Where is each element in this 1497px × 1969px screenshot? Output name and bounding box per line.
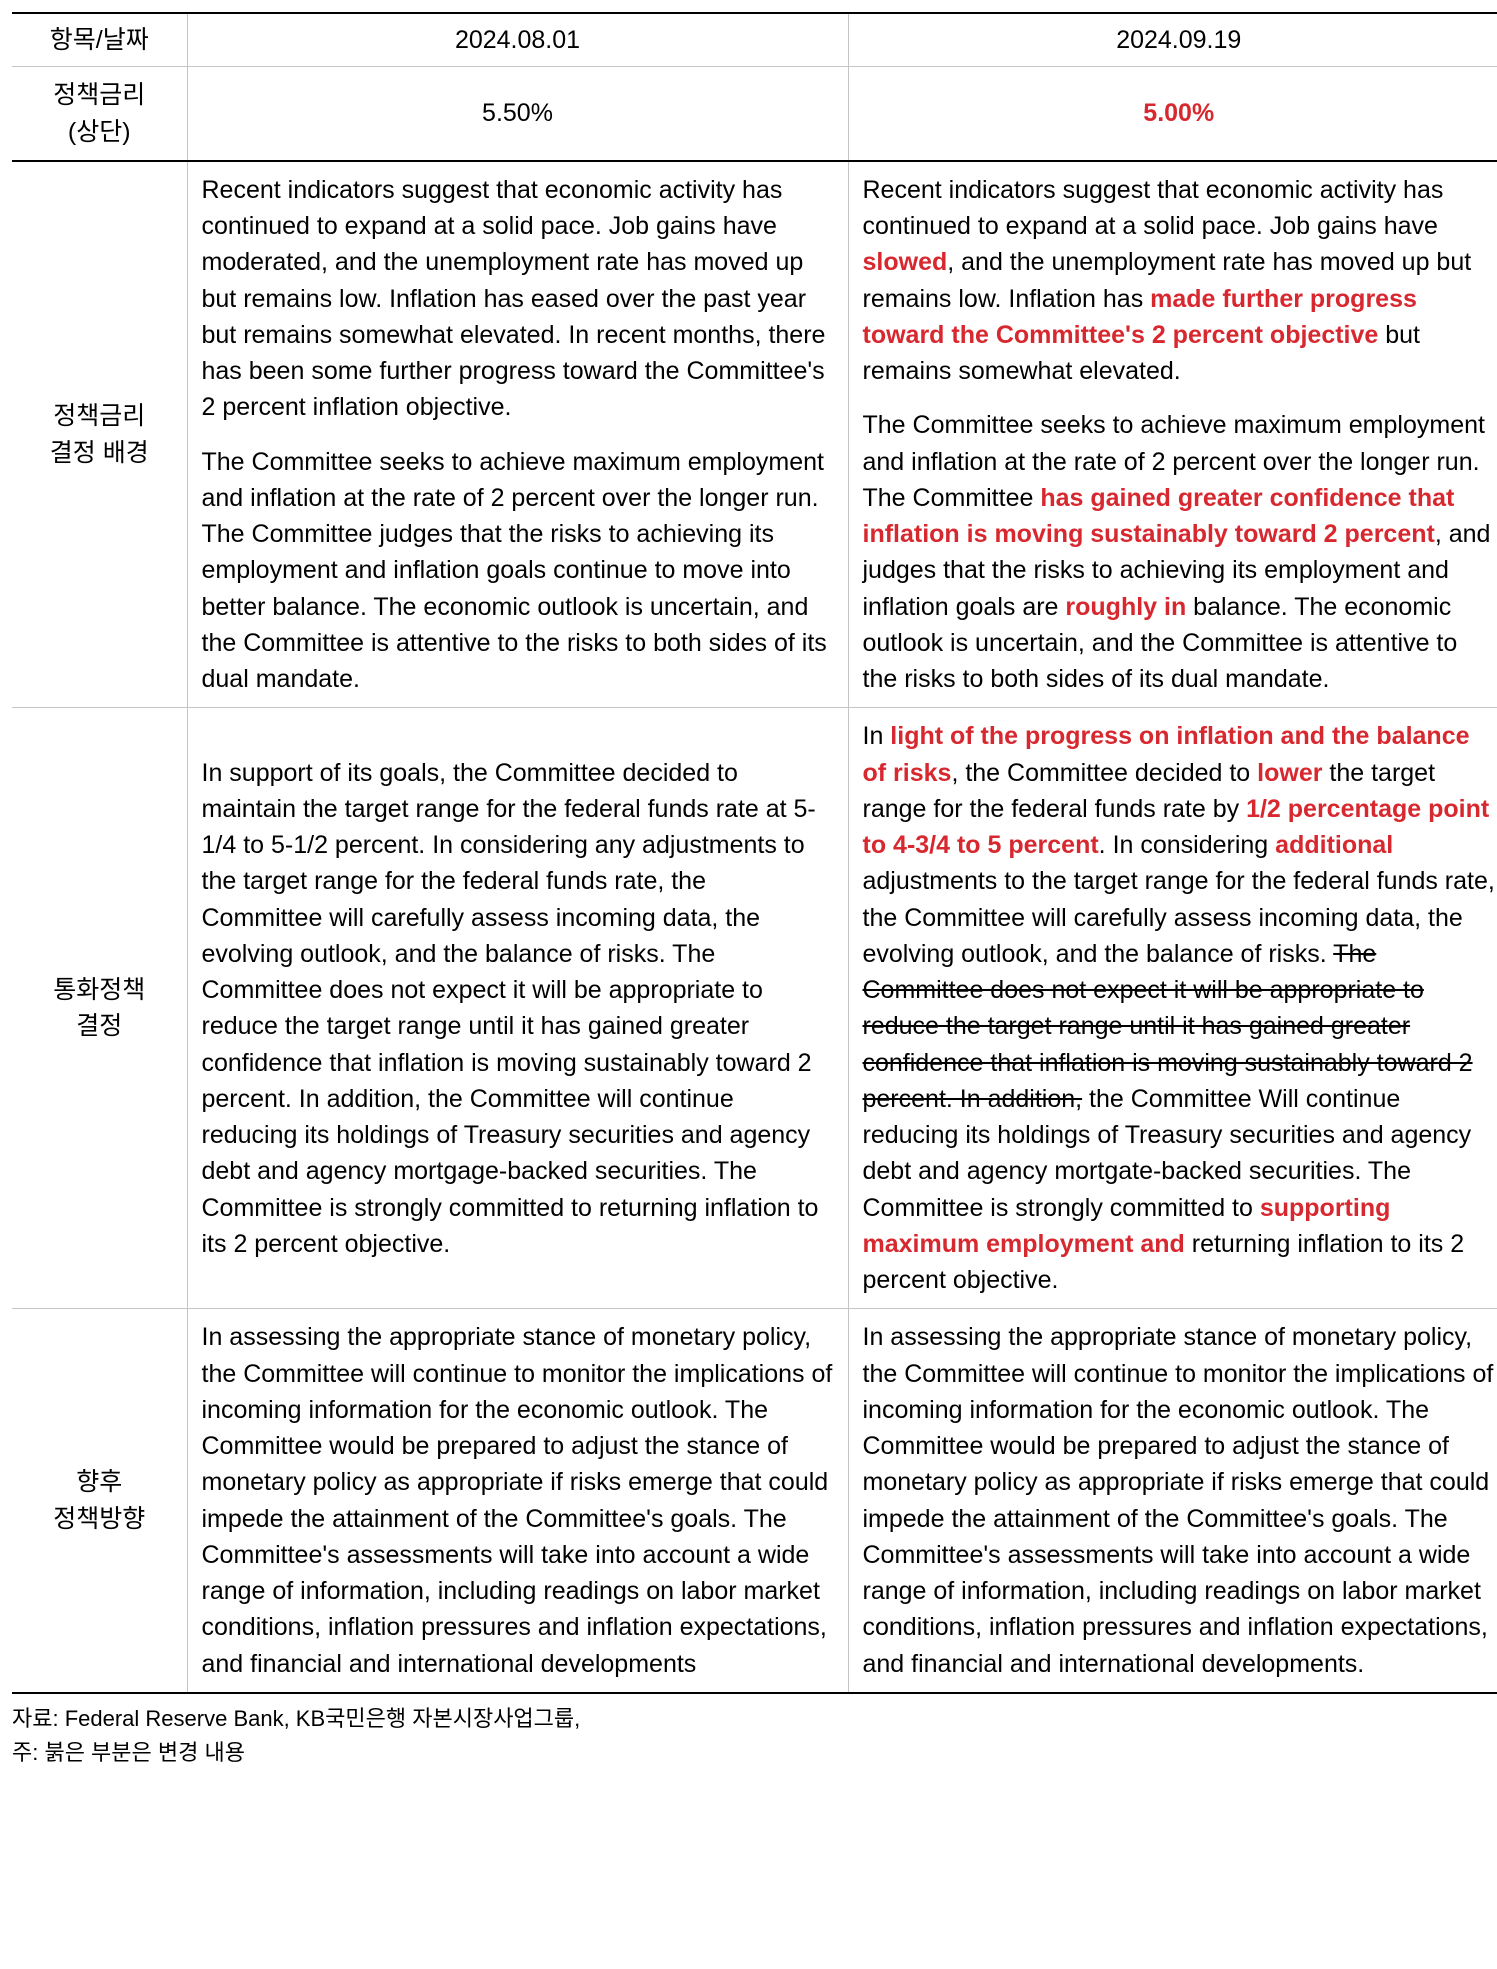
cell-col2: In assessing the appropriate stance of m… bbox=[848, 1309, 1497, 1693]
header-date-2: 2024.09.19 bbox=[848, 13, 1497, 67]
footnote-note: 주: 붉은 부분은 변경 내용 bbox=[12, 1736, 1485, 1770]
cell-col1: In support of its goals, the Committee d… bbox=[187, 708, 848, 1309]
row-label: 통화정책결정 bbox=[12, 708, 187, 1309]
comparison-table: 항목/날짜 2024.08.01 2024.09.19 정책금리 (상단) 5.… bbox=[12, 12, 1497, 1694]
table-row: 정책금리결정 배경Recent indicators suggest that … bbox=[12, 161, 1497, 708]
table-row: 향후정책방향In assessing the appropriate stanc… bbox=[12, 1309, 1497, 1693]
rate-col2: 5.00% bbox=[848, 67, 1497, 161]
footnote-source: 자료: Federal Reserve Bank, KB국민은행 자본시장사업그… bbox=[12, 1702, 1485, 1736]
cell-col1: Recent indicators suggest that economic … bbox=[187, 161, 848, 708]
header-label: 항목/날짜 bbox=[12, 13, 187, 67]
row-label: 정책금리결정 배경 bbox=[12, 161, 187, 708]
rate-row: 정책금리 (상단) 5.50% 5.00% bbox=[12, 67, 1497, 161]
header-row: 항목/날짜 2024.08.01 2024.09.19 bbox=[12, 13, 1497, 67]
rate-label: 정책금리 (상단) bbox=[12, 67, 187, 161]
table-row: 통화정책결정In support of its goals, the Commi… bbox=[12, 708, 1497, 1309]
cell-col1: In assessing the appropriate stance of m… bbox=[187, 1309, 848, 1693]
cell-col2: Recent indicators suggest that economic … bbox=[848, 161, 1497, 708]
cell-col2: In light of the progress on inflation an… bbox=[848, 708, 1497, 1309]
rate-col1: 5.50% bbox=[187, 67, 848, 161]
row-label: 향후정책방향 bbox=[12, 1309, 187, 1693]
footnotes: 자료: Federal Reserve Bank, KB국민은행 자본시장사업그… bbox=[12, 1702, 1485, 1770]
header-date-1: 2024.08.01 bbox=[187, 13, 848, 67]
